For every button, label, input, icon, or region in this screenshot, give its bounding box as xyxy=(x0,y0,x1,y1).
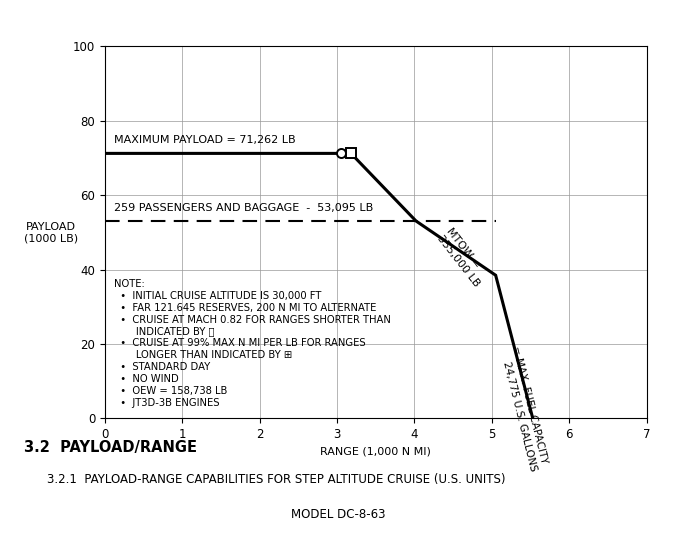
Text: NOTE:: NOTE: xyxy=(114,279,145,289)
Text: •  INITIAL CRUISE ALTITUDE IS 30,000 FT: • INITIAL CRUISE ALTITUDE IS 30,000 FT xyxy=(114,291,322,301)
Text: •  OEW = 158,738 LB: • OEW = 158,738 LB xyxy=(114,386,227,396)
Text: LONGER THAN INDICATED BY ⊞: LONGER THAN INDICATED BY ⊞ xyxy=(114,351,292,360)
Text: •  CRUISE AT MACH 0.82 FOR RANGES SHORTER THAN: • CRUISE AT MACH 0.82 FOR RANGES SHORTER… xyxy=(114,315,391,325)
Text: MTOW =
355,000 LB: MTOW = 355,000 LB xyxy=(435,226,491,288)
Text: •  CRUISE AT 99% MAX N MI PER LB FOR RANGES: • CRUISE AT 99% MAX N MI PER LB FOR RANG… xyxy=(114,339,366,348)
Text: PAYLOAD
(1000 LB): PAYLOAD (1000 LB) xyxy=(24,222,78,243)
X-axis label: RANGE (1,000 N MI): RANGE (1,000 N MI) xyxy=(320,447,431,457)
Text: •  FAR 121.645 RESERVES, 200 N MI TO ALTERNATE: • FAR 121.645 RESERVES, 200 N MI TO ALTE… xyxy=(114,303,376,313)
Text: INDICATED BY ⒪: INDICATED BY ⒪ xyxy=(114,327,215,336)
Text: •  STANDARD DAY: • STANDARD DAY xyxy=(114,362,211,373)
Text: MODEL DC-8-63: MODEL DC-8-63 xyxy=(291,508,386,521)
Text: 3.2.1  PAYLOAD-RANGE CAPABILITIES FOR STEP ALTITUDE CRUISE (U.S. UNITS): 3.2.1 PAYLOAD-RANGE CAPABILITIES FOR STE… xyxy=(47,473,506,486)
Text: = MAX. FUEL CAPACITY
    24,775 U.S. GALLONS: = MAX. FUEL CAPACITY 24,775 U.S. GALLONS xyxy=(498,345,550,473)
Text: •  NO WIND: • NO WIND xyxy=(114,374,179,384)
Text: •  JT3D-3B ENGINES: • JT3D-3B ENGINES xyxy=(114,398,220,408)
Text: 3.2  PAYLOAD/RANGE: 3.2 PAYLOAD/RANGE xyxy=(24,440,197,455)
Text: MAXIMUM PAYLOAD = 71,262 LB: MAXIMUM PAYLOAD = 71,262 LB xyxy=(114,135,296,145)
Text: 259 PASSENGERS AND BAGGAGE  -  53,095 LB: 259 PASSENGERS AND BAGGAGE - 53,095 LB xyxy=(114,203,374,213)
